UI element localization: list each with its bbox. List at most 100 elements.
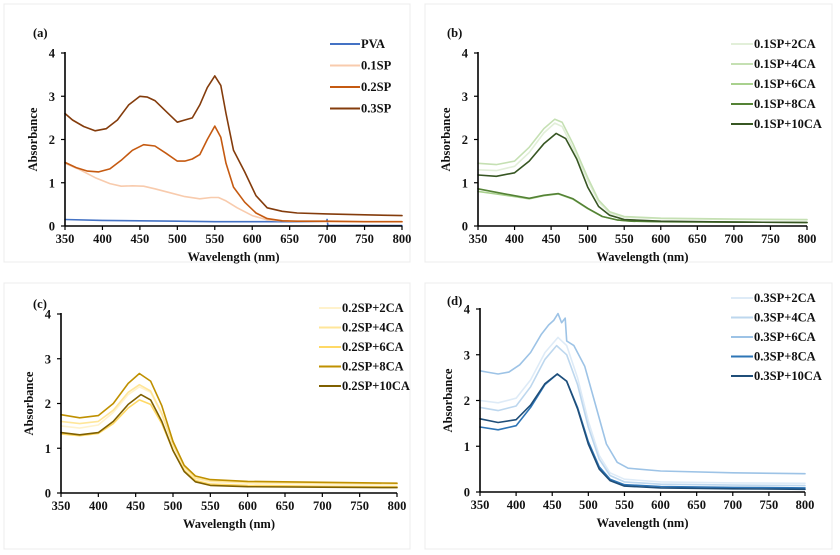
x-tick-label: 600	[243, 232, 262, 246]
legend-item: 0.1SP+2CA	[731, 37, 816, 51]
panel-border	[424, 3, 833, 263]
legend-item: 0.2SP+8CA	[319, 360, 404, 374]
x-tick-label: 550	[205, 232, 224, 246]
y-tick-label: 1	[462, 176, 468, 190]
series-line-0-2sp	[64, 125, 403, 223]
panel-a: (a) 350 400 450 500 550 600 650 700 750 800 0 1 2 3 4 Wa…	[3, 3, 411, 264]
y-tick-label: 4	[464, 303, 471, 317]
legend-item: 0.2SP	[330, 80, 392, 94]
legend-item: 0.1SP+6CA	[731, 77, 816, 91]
legend-label: 0.1SP+6CA	[754, 77, 816, 91]
legend: 0.1SP+2CA 0.1SP+4CA 0.1SP+6CA 0.1SP+8CA 0.1S…	[731, 37, 822, 131]
legend-label: 0.3SP+10CA	[754, 369, 822, 383]
series-group	[477, 118, 808, 224]
x-tick-label: 400	[89, 499, 108, 513]
x-tick-label: 700	[723, 498, 742, 512]
series-group	[60, 372, 398, 489]
legend-label: 0.3SP+4CA	[754, 311, 816, 325]
series-line-0-2sp-6ca	[60, 399, 398, 488]
x-tick-label: 500	[579, 498, 598, 512]
series-group	[64, 75, 403, 227]
x-tick-label: 450	[126, 499, 145, 513]
x-tick-label: 400	[507, 498, 526, 512]
x-tick-label: 450	[542, 232, 561, 246]
y-tick-label: 1	[464, 440, 470, 454]
legend-label: 0.2SP+4CA	[342, 321, 404, 335]
x-tick-label: 500	[164, 499, 183, 513]
panel-b: (b) 350 400 450 500 550 600 650 700 750 800 0 1 2 3 4 Wa…	[424, 3, 833, 264]
legend: 0.2SP+2CA 0.2SP+4CA 0.2SP+6CA 0.2SP+8CA 0.2S…	[319, 301, 410, 393]
series-line-0-1sp-10ca	[477, 132, 808, 224]
panel-border	[3, 282, 411, 550]
x-tick-label: 650	[687, 498, 706, 512]
legend-label: 0.2SP+2CA	[342, 301, 404, 315]
x-axis-title: Wavelength (nm)	[183, 517, 275, 531]
series-line-0-3sp	[64, 75, 403, 217]
x-tick-label: 400	[93, 232, 112, 246]
legend-label: 0.3SP+2CA	[754, 291, 816, 305]
legend-item: 0.1SP+4CA	[731, 57, 816, 71]
legend-item: 0.3SP+10CA	[731, 369, 822, 383]
x-tick-label: 600	[651, 498, 670, 512]
x-tick-label: 450	[543, 498, 562, 512]
series-line-0-1sp	[64, 162, 403, 223]
y-tick-label: 3	[464, 348, 470, 362]
x-axis-title: Wavelength (nm)	[596, 250, 688, 264]
y-tick-label: 2	[462, 133, 468, 147]
x-tick-label: 700	[313, 499, 332, 513]
x-tick-label: 750	[355, 232, 374, 246]
x-tick-label: 650	[276, 499, 295, 513]
legend-item: 0.2SP+2CA	[319, 301, 404, 315]
y-tick-label: 2	[49, 133, 55, 147]
panel-label: (d)	[447, 294, 462, 308]
legend-item: 0.2SP+4CA	[319, 321, 404, 335]
y-tick-label: 4	[49, 47, 56, 61]
y-tick-label: 3	[462, 90, 468, 104]
series-line-0-2sp-4ca	[60, 383, 398, 485]
x-tick-label: 500	[168, 232, 187, 246]
x-tick-label: 350	[469, 232, 488, 246]
panel-label: (c)	[33, 297, 47, 311]
legend-item: 0.1SP+8CA	[731, 97, 816, 111]
panel-border	[3, 3, 411, 263]
legend-item: 0.3SP+8CA	[731, 350, 816, 364]
legend-label: 0.1SP+8CA	[754, 97, 816, 111]
x-tick-label: 350	[52, 499, 71, 513]
legend-item: 0.3SP	[330, 102, 392, 116]
series-line-0-3sp-10ca	[479, 373, 806, 491]
legend-label: 0.1SP	[361, 59, 392, 73]
legend-label: 0.3SP+6CA	[754, 330, 816, 344]
y-axis-title: Absorbance	[26, 107, 40, 171]
legend: PVA 0.1SP 0.2SP 0.3SP	[330, 37, 392, 116]
legend-item: 0.2SP+10CA	[319, 379, 410, 393]
y-tick-label: 4	[462, 47, 469, 61]
legend-item: 0.1SP	[330, 59, 392, 73]
legend-label: 0.2SP+8CA	[342, 360, 404, 374]
panel-border	[424, 282, 833, 550]
y-tick-label: 4	[45, 308, 52, 322]
x-tick-label: 750	[761, 232, 780, 246]
x-tick-label: 700	[318, 232, 337, 246]
x-tick-label: 800	[796, 498, 815, 512]
y-axis-title: Absorbance	[439, 107, 453, 171]
legend-item: 0.2SP+6CA	[319, 340, 404, 354]
series-line-0-2sp-8ca	[60, 372, 398, 484]
y-tick-label: 2	[464, 394, 470, 408]
y-tick-label: 0	[462, 220, 468, 234]
legend-label: 0.1SP+4CA	[754, 57, 816, 71]
x-tick-label: 400	[505, 232, 524, 246]
x-axis-title: Wavelength (nm)	[187, 250, 279, 264]
x-tick-label: 750	[760, 498, 779, 512]
y-axis-title: Absorbance	[22, 371, 36, 435]
x-tick-label: 650	[688, 232, 707, 246]
legend-item: 0.3SP+4CA	[731, 311, 816, 325]
x-tick-label: 600	[651, 232, 670, 246]
legend-item: 0.3SP+6CA	[731, 330, 816, 344]
x-tick-label: 550	[615, 498, 634, 512]
legend-label: 0.3SP+8CA	[754, 350, 816, 364]
panel-label: (a)	[33, 26, 48, 40]
x-tick-label: 800	[798, 232, 817, 246]
panel-label: (b)	[447, 26, 462, 40]
series-line-0-1sp-2ca	[477, 122, 808, 221]
